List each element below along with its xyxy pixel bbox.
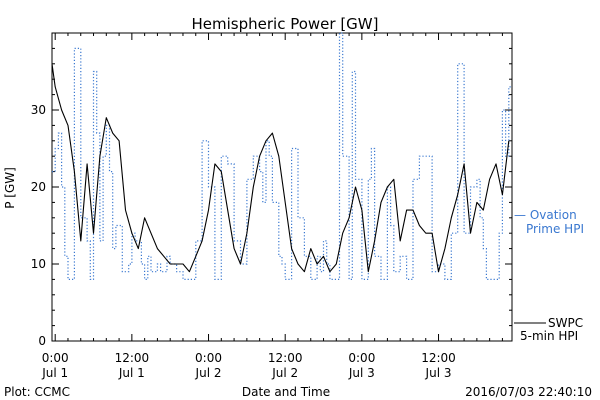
y-tick-label: 30 [31,103,46,117]
x-tick-time: 12:00 [421,351,456,365]
series-line-swpc [51,63,510,273]
y-tick-label: 0 [38,334,46,348]
x-tick-time: 0:00 [348,351,375,365]
plot-timestamp: 2016/07/03 22:40:10 [465,385,592,399]
legend-swpc: SWPC 5-min HPI [514,316,583,343]
plot-frame [51,32,513,342]
x-tick-day: Jul 3 [425,366,452,380]
legend-ovation-line1: — Ovation [514,208,577,222]
series-layer [51,32,512,280]
y-tick-label: 20 [31,180,46,194]
x-tick-time: 12:00 [115,351,150,365]
x-tick-time: 0:00 [42,351,69,365]
y-axis: 0 10 20 30 [31,47,512,348]
chart-title: Hemispheric Power [GW] [192,15,379,33]
legend-swpc-line2: 5-min HPI [520,329,578,343]
plot-credit: Plot: CCMC [4,385,70,399]
x-tick-day: Jul 1 [118,366,145,380]
x-axis-label: Date and Time [242,385,330,399]
x-tick-day: Jul 3 [348,366,375,380]
x-tick-time: 0:00 [195,351,222,365]
legend-swpc-line1: SWPC [548,316,583,330]
legend-ovation: — Ovation Prime HPI [514,208,584,236]
y-axis-label: P [GW] [3,167,17,209]
x-tick-day: Jul 2 [271,366,298,380]
series-line-ovation [52,32,512,280]
y-tick-label: 10 [31,257,46,271]
x-tick-day: Jul 1 [41,366,68,380]
legend-ovation-line2: Prime HPI [526,222,584,236]
x-tick-time: 12:00 [268,351,303,365]
x-tick-day: Jul 2 [195,366,222,380]
